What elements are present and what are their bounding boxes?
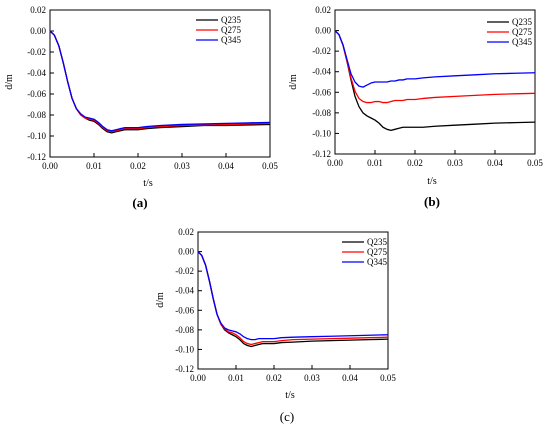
x-tick-label: 0.04 xyxy=(342,373,358,383)
y-axis-label: d/m xyxy=(4,74,15,90)
legend-label-q235: Q235 xyxy=(512,17,532,27)
x-tick-label: 0.02 xyxy=(266,373,282,383)
series-line-q235 xyxy=(334,30,536,131)
series-line-q235 xyxy=(197,251,389,348)
y-axis-label: d/m xyxy=(155,292,166,308)
y-tick-label: 0.02 xyxy=(178,227,194,237)
y-tick-label: 0.02 xyxy=(315,5,331,15)
y-tick-label: -0.06 xyxy=(175,305,194,315)
y-tick-label: -0.08 xyxy=(175,325,194,335)
panel-label: (b) xyxy=(424,194,440,209)
y-tick-label: -0.08 xyxy=(27,110,46,120)
series-line-q275 xyxy=(197,251,389,346)
x-tick-label: 0.03 xyxy=(447,158,463,168)
x-tick-label: 0.05 xyxy=(380,373,396,383)
legend-label-q345: Q345 xyxy=(512,37,532,47)
x-tick-label: 0.05 xyxy=(262,161,278,171)
x-tick-label: 0.03 xyxy=(174,161,190,171)
x-axis-label: t/s xyxy=(285,390,295,401)
chart-panel-a: 0.00 0.01 0.02 0.03 0.04 0.05 0.02 0.00 -0.02 -0.… xyxy=(4,5,278,210)
panel-label: (c) xyxy=(280,409,294,424)
x-tick-label: 0.03 xyxy=(304,373,320,383)
y-tick-label: -0.10 xyxy=(27,131,46,141)
chart-panel-c: 0.00 0.01 0.02 0.03 0.04 0.05 0.02 0.00 -0.02 -0.… xyxy=(155,227,396,424)
y-tick-label: 0.02 xyxy=(30,5,46,15)
chart-panel-b: 0.00 0.01 0.02 0.03 0.04 0.05 0.02 0.00 -0.02 -0.… xyxy=(288,5,543,209)
series-line-q345 xyxy=(49,30,271,132)
y-tick-label: -0.02 xyxy=(312,46,331,56)
series-line-q345 xyxy=(334,30,536,88)
y-axis-label: d/m xyxy=(288,74,299,90)
x-tick-label: 0.04 xyxy=(218,161,234,171)
series-line-q275 xyxy=(49,30,271,133)
y-tick-label: 0.00 xyxy=(315,26,331,36)
legend-label-q275: Q275 xyxy=(221,25,241,35)
y-tick-label: -0.06 xyxy=(27,89,46,99)
y-tick-label: -0.12 xyxy=(27,152,46,162)
x-tick-label: 0.02 xyxy=(130,161,146,171)
x-tick-label: 0.01 xyxy=(367,158,383,168)
plot-frame xyxy=(49,9,271,158)
y-tick-label: -0.12 xyxy=(312,149,331,159)
y-tick-label: -0.08 xyxy=(312,108,331,118)
y-tick-label: -0.04 xyxy=(27,68,46,78)
panel-label: (a) xyxy=(132,195,147,210)
x-axis-label: t/s xyxy=(427,176,437,187)
x-tick-label: 0.01 xyxy=(228,373,244,383)
legend-label-q345: Q345 xyxy=(221,35,241,45)
y-tick-label: -0.04 xyxy=(312,67,331,77)
y-tick-label: 0.00 xyxy=(178,247,194,257)
y-tick-label: -0.02 xyxy=(175,266,194,276)
y-tick-label: -0.10 xyxy=(312,128,331,138)
y-tick-label: -0.06 xyxy=(312,87,331,97)
x-tick-label: 0.05 xyxy=(527,158,543,168)
series-line-q235 xyxy=(49,30,271,134)
y-tick-label: -0.10 xyxy=(175,344,194,354)
x-tick-label: 0.00 xyxy=(42,161,58,171)
y-tick-label: 0.00 xyxy=(30,26,46,36)
x-tick-label: 0.02 xyxy=(407,158,423,168)
x-tick-label: 0.04 xyxy=(487,158,503,168)
legend-label-q235: Q235 xyxy=(221,15,241,25)
series-line-q345 xyxy=(197,251,389,341)
legend-label-q345: Q345 xyxy=(367,257,387,267)
x-tick-label: 0.00 xyxy=(190,373,206,383)
y-tick-label: -0.02 xyxy=(27,47,46,57)
legend-label-q275: Q275 xyxy=(367,247,387,257)
y-tick-label: -0.12 xyxy=(175,364,194,374)
plot-frame xyxy=(334,9,536,155)
legend-label-q275: Q275 xyxy=(512,27,532,37)
series-line-q275 xyxy=(334,30,536,104)
y-tick-label: -0.04 xyxy=(175,286,194,296)
x-tick-label: 0.01 xyxy=(86,161,102,171)
x-axis-label: t/s xyxy=(143,178,153,189)
legend-label-q235: Q235 xyxy=(367,237,387,247)
plot-frame xyxy=(197,231,389,370)
x-tick-label: 0.00 xyxy=(327,158,343,168)
